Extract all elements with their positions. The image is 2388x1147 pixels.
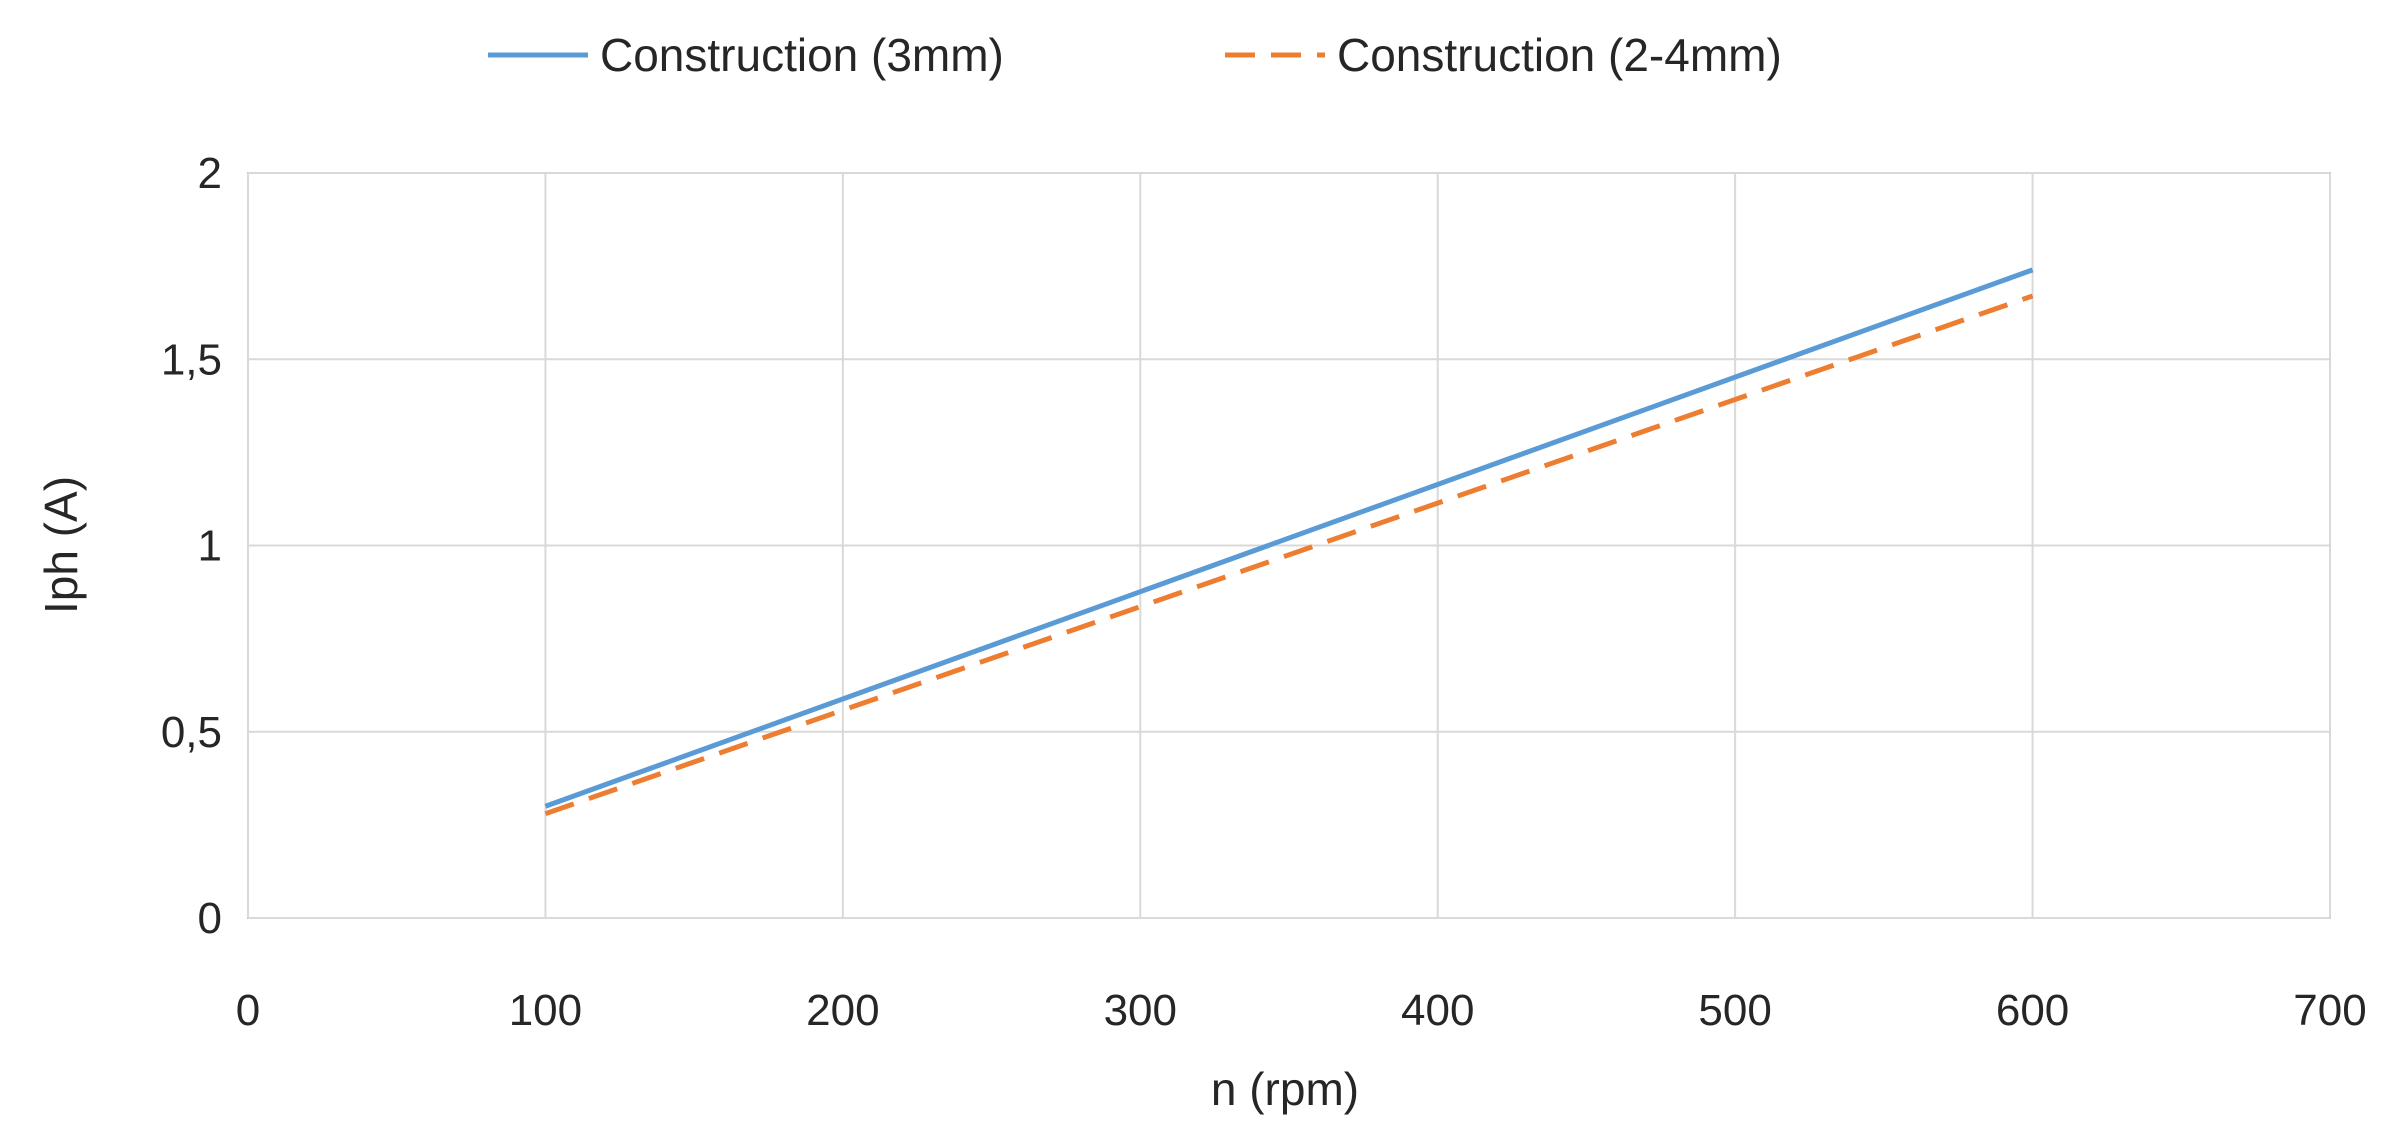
- x-axis-ticks: 0 100 200 300 400 500 600 700: [236, 986, 2367, 1035]
- y-tick-label-1: 0,5: [161, 708, 222, 757]
- grid-lines: [247, 172, 2331, 919]
- x-tick-label-6: 600: [1996, 986, 2069, 1035]
- y-tick-label-4: 2: [198, 149, 222, 198]
- y-axis-ticks: 0 0,5 1 1,5 2: [161, 149, 222, 943]
- x-tick-label-7: 700: [2293, 986, 2366, 1035]
- series-line-construction-2-4mm: [544, 293, 2034, 817]
- y-tick-label-2: 1: [198, 522, 222, 571]
- x-tick-label-2: 200: [806, 986, 879, 1035]
- x-tick-label-3: 300: [1104, 986, 1177, 1035]
- series-lines: [544, 267, 2034, 817]
- legend: Construction (3mm) Construction (2-4mm): [488, 29, 1782, 81]
- y-axis-title: Iph (A): [35, 476, 87, 614]
- x-tick-label-1: 100: [509, 986, 582, 1035]
- y-tick-label-0: 0: [198, 894, 222, 943]
- x-axis-title: n (rpm): [1211, 1063, 1359, 1115]
- series-line-construction-3mm: [544, 267, 2034, 809]
- x-tick-label-0: 0: [236, 986, 260, 1035]
- plot-area: [247, 172, 2331, 919]
- y-tick-label-3: 1,5: [161, 335, 222, 384]
- x-tick-label-4: 400: [1401, 986, 1474, 1035]
- legend-label-construction-3mm: Construction (3mm): [600, 29, 1004, 81]
- x-tick-label-5: 500: [1698, 986, 1771, 1035]
- legend-label-construction-2-4mm: Construction (2-4mm): [1337, 29, 1782, 81]
